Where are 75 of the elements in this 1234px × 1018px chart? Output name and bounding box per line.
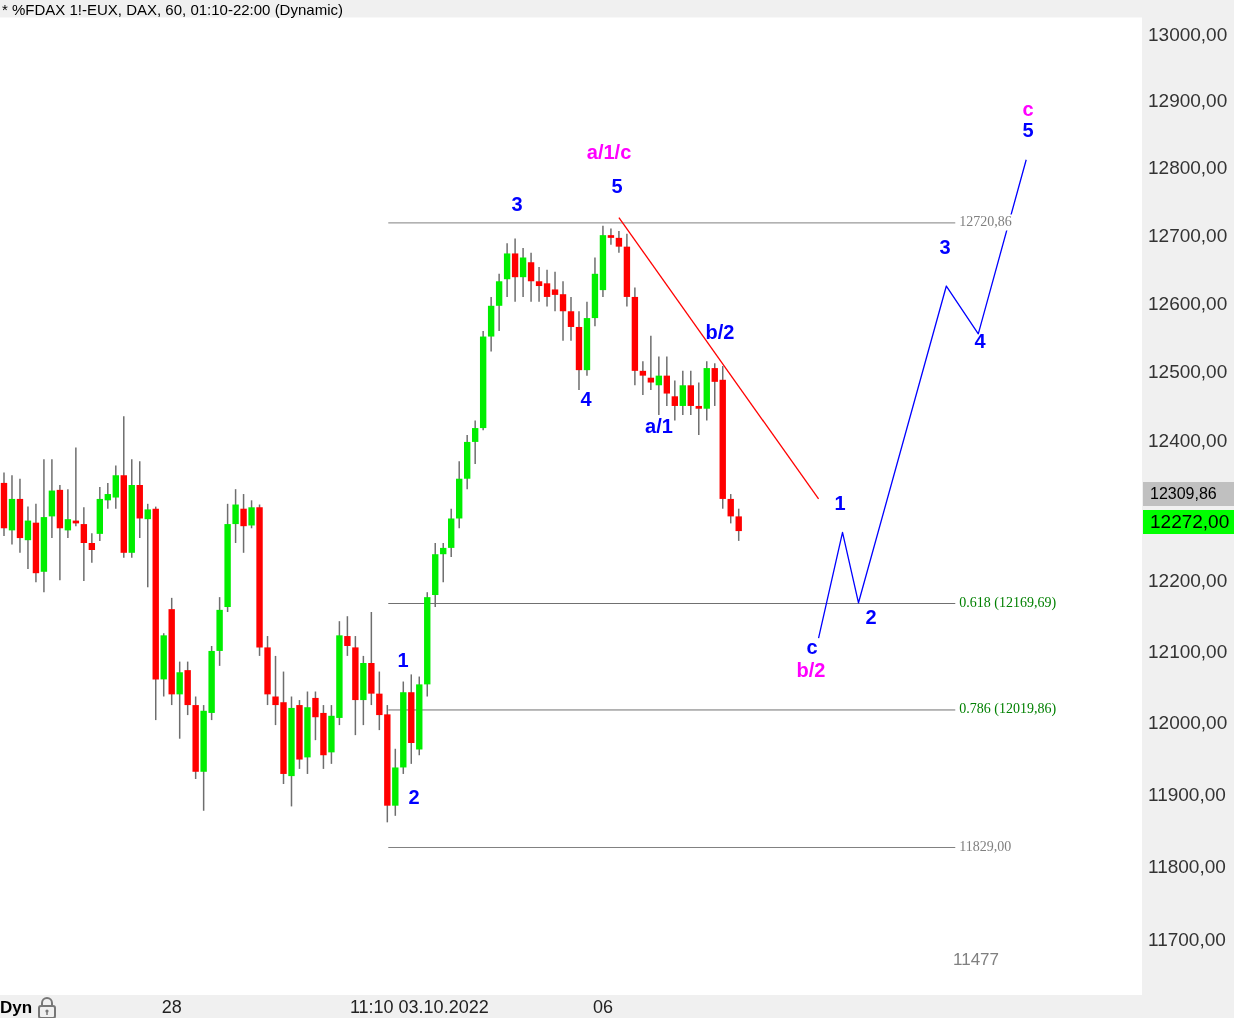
text: 12272,00 [1150,511,1230,533]
candlestick [240,493,247,554]
text: Dyn [0,997,33,1017]
candlestick [663,355,671,407]
x-tick-label: 28 [161,996,182,1017]
annotation: 1 [834,491,846,514]
annotation: 11477 [952,949,1000,969]
candlestick [527,252,535,303]
candlestick [607,227,615,246]
text: 12309,86 [1150,485,1217,503]
candlestick [64,488,72,539]
y-tick-label: 12700,00 [1148,224,1228,246]
y-tick-label: 11900,00 [1148,783,1226,805]
candlestick [727,493,734,525]
annotation: 4 [580,387,593,410]
annotation: 3 [939,235,951,258]
candlestick [144,503,151,589]
candlestick [711,362,718,407]
candlestick [535,266,543,303]
candlestick [176,660,183,740]
candlestick [248,499,255,530]
ref-line-label: 12720,86 [959,214,1012,230]
candlestick [112,464,119,510]
candlestick [543,268,551,308]
y-tick-label: 13000,00 [1148,24,1228,46]
annotation: 3 [511,192,523,215]
x-tick-label: 06 [592,996,613,1017]
y-tick-label: 12900,00 [1148,90,1228,112]
chart-title: * %FDAX 1!-EUX, DAX, 60, 01:10-22:00 (Dynamic) [2,0,343,18]
x-tick-label: 11:10 03.10.2022 [349,996,489,1017]
annotation: 1 [397,648,409,671]
candlestick [679,370,686,416]
y-tick-label: 12800,00 [1148,157,1228,179]
annotation: 5 [611,174,623,197]
candlestick [647,335,655,391]
candlestick [24,505,32,570]
candlestick [671,379,679,422]
annotation: 5 [1022,118,1034,141]
annotation: 2 [408,785,420,808]
candlestick [471,419,479,465]
annotation: c [1022,97,1034,120]
y-tick-label: 12500,00 [1148,361,1228,383]
y-tick-label: 11800,00 [1148,856,1226,878]
y-tick-label: 11700,00 [1148,929,1226,951]
annotation: a/1/c [586,140,632,163]
candlestick [344,615,351,657]
candlestick [551,271,559,312]
candlestick [567,296,575,342]
y-tick-label: 12400,00 [1148,430,1228,452]
candlestick [695,381,702,436]
ref-line-label: 11829,00 [959,838,1012,854]
candlestick [519,247,527,298]
candlestick [687,370,694,416]
y-tick-label: 12100,00 [1148,640,1228,662]
candlestick [735,507,742,542]
annotation: b/2 [705,320,735,343]
candlestick [232,488,239,544]
candlestick [80,506,88,582]
candlestick [440,542,447,584]
annotation: a/1 [645,414,673,437]
y-tick-label: 12200,00 [1148,569,1228,591]
annotation: b/2 [796,658,826,681]
ref-line-label: 0.618 (12169,69) [959,594,1057,611]
candlestick [615,230,623,254]
ref-line-label: 0.786 (12019,86) [959,701,1057,718]
candlestick [88,532,96,564]
annotation: c [806,635,818,658]
candlestick [104,482,112,510]
candlestick [639,360,647,396]
y-tick-label: 12000,00 [1148,711,1228,733]
candlestick [511,237,519,303]
annotation: 2 [865,605,877,628]
annotation: 4 [974,329,987,352]
y-tick-label: 12600,00 [1148,292,1228,314]
candlestick [559,280,567,342]
